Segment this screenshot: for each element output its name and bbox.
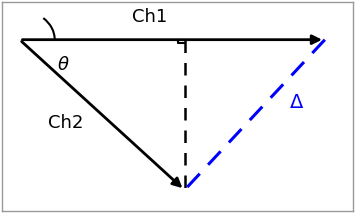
Text: Ch1: Ch1 [132,8,167,26]
Text: Ch2: Ch2 [48,114,83,132]
Text: $\theta$: $\theta$ [57,56,70,74]
Text: $\Delta$: $\Delta$ [289,93,304,112]
